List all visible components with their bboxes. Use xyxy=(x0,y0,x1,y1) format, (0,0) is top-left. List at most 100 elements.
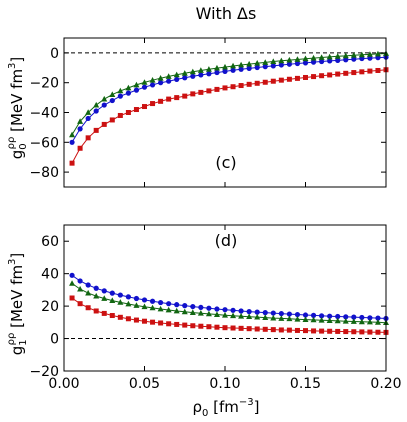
panel-c-series-1-point xyxy=(351,56,357,62)
panel-c-series-0-point xyxy=(375,67,381,73)
panel-d-series-1-point xyxy=(310,312,317,318)
panel-c-series-2-point xyxy=(109,91,116,98)
panel-c-series-0-point xyxy=(214,86,220,92)
panel-c-series-2-point xyxy=(278,57,285,64)
panel-c-series-2-point xyxy=(69,131,76,138)
panel-c-series-1-point xyxy=(310,59,317,65)
panel-d-series-2-point xyxy=(366,318,373,325)
panel-c-ytick-label: −20 xyxy=(29,76,59,92)
panel-d-series-2-point xyxy=(294,316,301,322)
panel-d-series-0-point xyxy=(278,327,284,333)
panel-d-series-2-point xyxy=(69,280,76,286)
panel-c-series-2-point xyxy=(286,56,293,63)
panel-d-series-2-point xyxy=(165,306,172,313)
panel-d-ytick-label: 20 xyxy=(41,299,59,315)
panel-c-series-2-point xyxy=(246,60,253,67)
panel-c-series-0-point xyxy=(150,101,156,107)
panel-c-series-1-point xyxy=(182,75,188,81)
panel-c-series-0-point xyxy=(133,107,139,113)
panel-d-series-2-point xyxy=(246,313,253,320)
panel-d-series-1-point xyxy=(93,285,99,291)
panel-d-series-2-point xyxy=(157,305,164,312)
panel-c-series-2-point xyxy=(213,64,220,71)
panel-d-xtick-label: 0.10 xyxy=(209,376,240,392)
panel-d-series-1-point xyxy=(327,313,333,319)
panel-d-series-2-point xyxy=(197,310,204,316)
panel-c-series-1-point xyxy=(109,97,115,104)
panel-d-series-2-point xyxy=(149,304,156,311)
panel-c-series-0-point xyxy=(182,93,188,99)
panel-d-series-1-point xyxy=(302,312,309,318)
panel-c-ytick-label: −80 xyxy=(29,165,59,181)
panel-d-series-2-point xyxy=(77,285,84,292)
panel-d-series-0-point xyxy=(351,329,357,335)
panel-d-series-1-point xyxy=(190,303,196,310)
panel-d-series-2-point xyxy=(326,317,333,323)
panel-d-series-2-point xyxy=(270,314,277,321)
panel-d-series-2-point xyxy=(262,314,269,321)
panel-d-series-0-point xyxy=(69,295,75,301)
panel-c-series-1-point xyxy=(262,64,268,70)
panel-d-series-1-point xyxy=(85,282,91,288)
panel-c-series-2-point xyxy=(350,52,357,58)
panel-d-series-2-point xyxy=(117,299,124,305)
panel-d-series-0-point xyxy=(359,329,365,335)
panel-d-series-2-point xyxy=(213,311,220,317)
panel-c-series-0-point xyxy=(77,145,83,151)
panel-d-series-0-point xyxy=(375,329,381,335)
panel-c-series-0-point xyxy=(101,121,107,127)
panel-c-series-1-point xyxy=(206,71,212,77)
panel-c-series-0-point xyxy=(69,160,75,166)
panel-c-series-1-point xyxy=(133,87,140,93)
panel-c-series-0-point xyxy=(303,74,308,80)
panel-c-series-0-point xyxy=(238,83,244,89)
panel-d-series-1-point xyxy=(230,307,236,313)
panel-d-series-0-point xyxy=(254,326,260,332)
panel-d-series-2-point xyxy=(238,312,245,319)
panel-d-series-0-point xyxy=(262,326,268,332)
panel-d-ytick-label: −20 xyxy=(29,364,59,380)
panel-d-series-1-point xyxy=(278,310,284,317)
panel-d-series-2-point xyxy=(133,302,140,308)
panel-c-ytick-label: 0 xyxy=(50,46,59,62)
panel-c-series-1-point xyxy=(214,69,220,76)
panel-d-series-2-point xyxy=(205,310,212,317)
panel-c-series-2-point xyxy=(133,81,140,88)
panel-c-series-0-point xyxy=(125,110,131,115)
panel-c-series-0-point xyxy=(254,80,260,86)
panel-d-xtick-label: 0.15 xyxy=(290,376,321,392)
panel-c-series-2-point xyxy=(230,62,237,69)
panel-d-series-0-point xyxy=(286,327,292,333)
panel-c-ylabel: g0ρρ [MeV fm3] xyxy=(6,57,29,160)
panel-d-series-0-point xyxy=(158,320,164,326)
panel-c-series-0-point xyxy=(335,71,341,77)
panel-c-series-2-point xyxy=(254,59,261,66)
panel-c-series-2-point xyxy=(141,79,148,85)
panel-d-series-0-point xyxy=(117,314,123,320)
panel-c-series-0-point xyxy=(319,73,325,79)
panel-d-series-0-point xyxy=(77,301,83,307)
panel-d-series-2-point xyxy=(101,295,108,301)
panel-c-series-1-point xyxy=(286,61,292,67)
panel-d-series-0-point xyxy=(125,316,131,322)
panel-c-series-0-point xyxy=(198,89,204,95)
panel-c-series-2-point xyxy=(181,70,188,76)
panel-d-series-2-point xyxy=(318,317,325,323)
panel-d-xtick-label: 0.00 xyxy=(48,376,79,392)
panel-d-series-1-point xyxy=(286,311,292,317)
panel-d-series-2-point xyxy=(254,313,261,320)
panel-c-series-1-point xyxy=(149,82,156,88)
panel-d-series-0-point xyxy=(190,323,196,329)
panel-c-series-1-point xyxy=(174,76,180,83)
panel-d-series-1-point xyxy=(101,288,107,294)
panel-c-series-0-point xyxy=(311,74,317,80)
panel-d-series-2-point xyxy=(350,318,357,324)
panel-c-series-2-point xyxy=(238,61,245,68)
panel-d-ytick-label: 0 xyxy=(50,332,59,348)
panel-c-series-2-point xyxy=(326,53,333,60)
panel-d-series-2-point xyxy=(310,316,317,323)
panel-c-series-2-point xyxy=(117,87,124,94)
panel-c-series-1-point xyxy=(166,78,172,84)
panel-d-series-0-point xyxy=(182,322,188,328)
panel-d-series-2-point xyxy=(189,309,196,315)
